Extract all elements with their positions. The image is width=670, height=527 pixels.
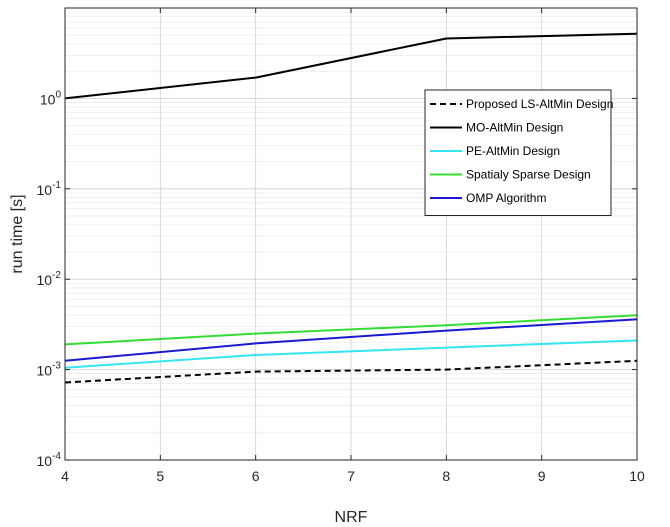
x-tick-label: 6 xyxy=(252,468,260,484)
legend: Proposed LS-AltMin Design MO-AltMin Desig… xyxy=(424,89,613,216)
x-tick-label: 5 xyxy=(156,468,164,484)
y-tick-exponent: -2 xyxy=(52,270,61,281)
legend-entry-0: Proposed LS-AltMin Design xyxy=(466,97,613,111)
legend-entry-2: PE-AltMin Design xyxy=(466,144,560,158)
series-line-3 xyxy=(64,314,638,346)
y-tick-label: 10-2 xyxy=(37,270,62,288)
y-tick-exponent: -3 xyxy=(52,361,61,372)
y-tick-base: 10 xyxy=(40,91,56,107)
y-tick-base: 10 xyxy=(37,363,53,379)
legend-box xyxy=(424,89,612,216)
y-tick-base: 10 xyxy=(37,272,53,288)
grid xyxy=(64,7,638,461)
series-line-2 xyxy=(64,339,638,369)
y-axis-label: run time [s] xyxy=(9,194,26,273)
x-tick-label: 8 xyxy=(442,468,450,484)
series-line-0 xyxy=(64,359,638,384)
legend-entry-3: Spatialy Sparse Design xyxy=(466,168,591,182)
x-tick-label: 10 xyxy=(629,468,645,484)
x-tick-label: 9 xyxy=(538,468,546,484)
series-lines xyxy=(64,32,638,384)
y-tick-exponent: 0 xyxy=(55,89,61,100)
y-tick-label: 100 xyxy=(40,89,62,107)
y-tick-exponent: -1 xyxy=(52,180,61,191)
y-tick-label: 10-4 xyxy=(37,451,62,469)
y-tick-label: 10-1 xyxy=(37,180,62,198)
y-tick-base: 10 xyxy=(37,453,53,469)
x-tick-label: 4 xyxy=(61,468,69,484)
x-tick-label: 7 xyxy=(347,468,355,484)
series-line-1 xyxy=(64,32,638,100)
legend-entry-4: OMP Algorithm xyxy=(466,191,546,205)
y-tick-label: 10-3 xyxy=(37,361,62,379)
y-tick-base: 10 xyxy=(37,182,53,198)
x-axis-label: NRF xyxy=(335,509,368,526)
series-line-4 xyxy=(64,318,638,362)
y-tick-exponent: -4 xyxy=(52,451,61,462)
legend-entry-1: MO-AltMin Design xyxy=(466,121,563,135)
